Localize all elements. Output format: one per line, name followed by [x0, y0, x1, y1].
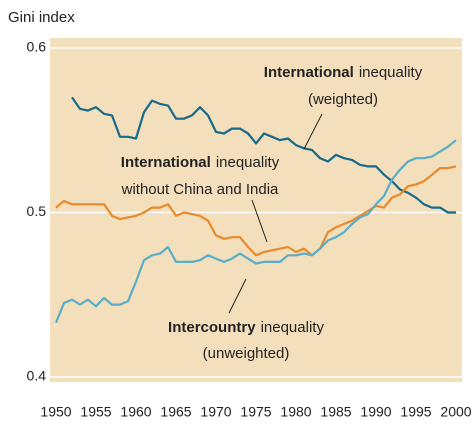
- x-tick-label: 1955: [80, 404, 111, 420]
- x-tick-label: 1975: [240, 404, 271, 420]
- leader-line: [303, 113, 323, 150]
- annotation-bold: Intercountry: [168, 319, 256, 336]
- x-tick-label: 1980: [280, 404, 311, 420]
- x-tick-label: 1965: [160, 404, 191, 420]
- annotation-text: inequality: [359, 64, 423, 81]
- series-line: [55, 165, 457, 257]
- leader-line: [251, 199, 268, 243]
- annotation: Intercountry inequality: [168, 319, 324, 336]
- y-tick-label: 0.5: [27, 203, 47, 219]
- annotation-text: inequality: [216, 154, 280, 171]
- x-tick-label: 1995: [400, 404, 431, 420]
- annotation-text: inequality: [261, 319, 325, 336]
- series-line: [54, 139, 457, 324]
- x-tick-label: 1960: [120, 404, 151, 420]
- y-tick-label: 0.4: [27, 368, 47, 384]
- leader-line: [228, 278, 247, 314]
- x-tick-label: 1990: [360, 404, 391, 420]
- annotation-line2: (unweighted): [203, 345, 290, 362]
- annotation-bold: International: [264, 64, 354, 81]
- annotation: International inequality: [121, 154, 280, 171]
- annotation-line2: without China and India: [121, 181, 279, 198]
- x-tick-label: 1950: [40, 404, 71, 420]
- x-tick-label: 2000: [440, 404, 471, 420]
- x-tick-label: 1970: [200, 404, 231, 420]
- y-axis-label: Gini index: [8, 9, 75, 26]
- y-tick-label: 0.6: [27, 39, 47, 55]
- annotation: International inequality: [264, 64, 423, 81]
- annotation-bold: International: [121, 154, 211, 171]
- annotation-line2: (weighted): [308, 91, 378, 108]
- x-tick-label: 1985: [320, 404, 351, 420]
